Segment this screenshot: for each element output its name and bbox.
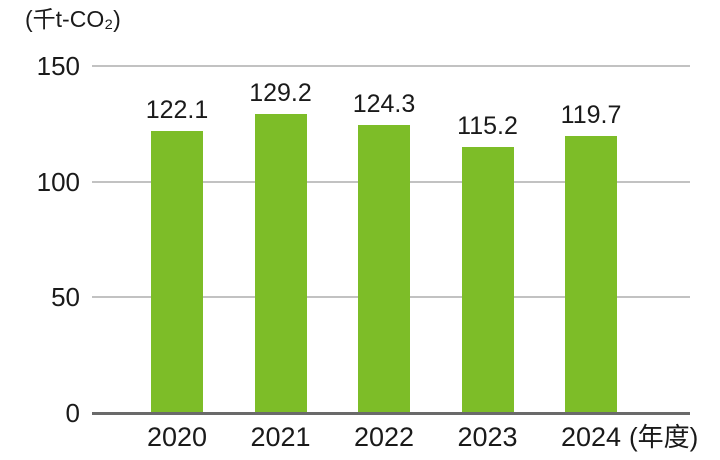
x-axis-line	[92, 412, 690, 415]
bar-2023	[461, 146, 514, 413]
y-tick-label-100: 100	[36, 166, 80, 197]
y-tick-label-0: 0	[65, 398, 80, 428]
bar-2024	[565, 136, 617, 413]
y-axis-unit-label: (千t-CO₂)	[25, 6, 121, 32]
y-tick-label-50: 50	[51, 282, 80, 313]
x-axis-label-2020: 2020	[146, 422, 208, 452]
bar-2021	[254, 114, 307, 413]
bar-value-label-2020: 122.1	[145, 95, 209, 124]
bar-value-label-2021: 129.2	[249, 79, 312, 108]
bar-2020	[151, 130, 203, 413]
gridline-150	[92, 65, 690, 67]
bar-value-label-2023: 115.2	[457, 111, 518, 140]
y-tick-label-150: 150	[36, 51, 80, 81]
x-axis-label-2023: 2023	[457, 422, 518, 452]
x-axis-label-2024: 2024	[560, 422, 622, 452]
x-axis-unit-label: (年度)	[629, 422, 699, 452]
bar-value-label-2024: 119.7	[560, 101, 622, 130]
x-axis-label-2022: 2022	[353, 422, 415, 452]
bar-value-label-2022: 124.3	[352, 90, 416, 119]
bar-2022	[358, 125, 410, 413]
x-axis-label-2021: 2021	[250, 422, 311, 452]
